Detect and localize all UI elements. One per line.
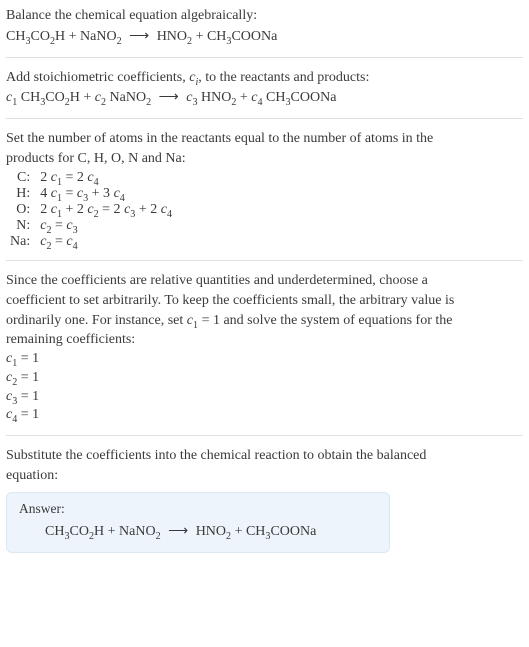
atom-equation: c2 = c4: [36, 234, 176, 250]
separator: [6, 435, 523, 436]
atom-label: C:: [6, 170, 36, 186]
intro-text: Balance the chemical equation algebraica…: [6, 6, 523, 26]
solution-line: c4 = 1: [6, 406, 523, 425]
subst-line2: equation:: [6, 466, 523, 486]
atom-equation: 2 c1 = 2 c4: [36, 170, 176, 186]
atom-row: Na:c2 = c4: [6, 234, 176, 250]
atom-row: C:2 c1 = 2 c4: [6, 170, 176, 186]
stoich-text: Add stoichiometric coefficients, ci, to …: [6, 68, 523, 88]
atom-equation: 2 c1 + 2 c2 = 2 c3 + 2 c4: [36, 202, 176, 218]
atom-label: H:: [6, 186, 36, 202]
undet-line2: coefficient to set arbitrarily. To keep …: [6, 291, 523, 311]
atom-equation: c2 = c3: [36, 218, 176, 234]
solution-line: c3 = 1: [6, 388, 523, 407]
stoich-equation: c1 CH3CO2H + c2 NaNO2 ⟶ c3 HNO2 + c4 CH3…: [6, 87, 523, 108]
separator: [6, 118, 523, 119]
solution-line: c2 = 1: [6, 369, 523, 388]
answer-equation: CH3CO2H + NaNO2 ⟶ HNO2 + CH3COONa: [19, 523, 377, 540]
atom-label: Na:: [6, 234, 36, 250]
undet-line4: remaining coefficients:: [6, 330, 523, 350]
atom-label: O:: [6, 202, 36, 218]
solution-list: c1 = 1c2 = 1c3 = 1c4 = 1: [6, 350, 523, 426]
subst-line1: Substitute the coefficients into the che…: [6, 446, 523, 466]
atoms-intro-line1: Set the number of atoms in the reactants…: [6, 129, 523, 149]
undet-line3: ordinarily one. For instance, set c1 = 1…: [6, 311, 523, 331]
intro-equation: CH3CO2H + NaNO2 ⟶ HNO2 + CH3COONa: [6, 26, 523, 47]
atom-label: N:: [6, 218, 36, 234]
atom-row: O:2 c1 + 2 c2 = 2 c3 + 2 c4: [6, 202, 176, 218]
separator: [6, 57, 523, 58]
answer-label: Answer:: [19, 501, 377, 517]
atom-equation: 4 c1 = c3 + 3 c4: [36, 186, 176, 202]
atoms-intro-line2: products for C, H, O, N and Na:: [6, 149, 523, 169]
solution-line: c1 = 1: [6, 350, 523, 369]
answer-box: Answer: CH3CO2H + NaNO2 ⟶ HNO2 + CH3COON…: [6, 492, 390, 553]
atom-row: N:c2 = c3: [6, 218, 176, 234]
atom-row: H:4 c1 = c3 + 3 c4: [6, 186, 176, 202]
undet-line1: Since the coefficients are relative quan…: [6, 271, 523, 291]
separator: [6, 260, 523, 261]
atom-balance-table: C:2 c1 = 2 c4H:4 c1 = c3 + 3 c4O:2 c1 + …: [6, 170, 176, 250]
